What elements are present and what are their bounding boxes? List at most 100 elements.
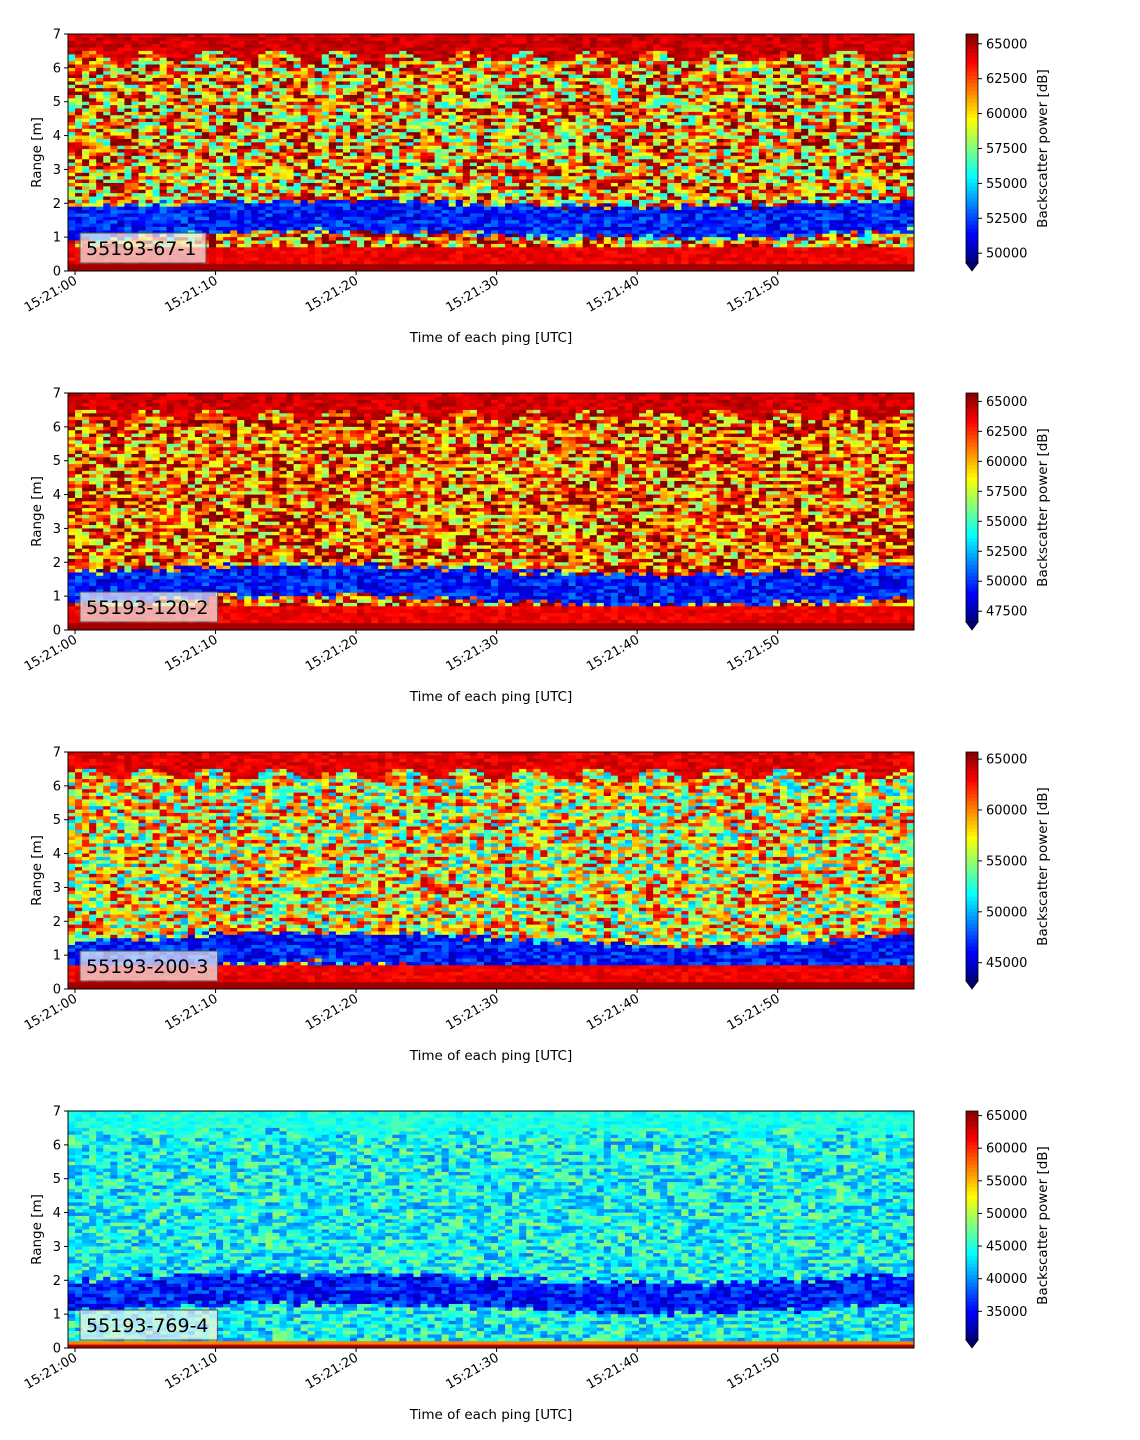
heatmap-cell — [392, 61, 399, 65]
heatmap-cell — [82, 102, 89, 106]
heatmap-cell — [68, 217, 75, 221]
heatmap-cell — [216, 81, 223, 85]
heatmap-cell — [160, 85, 167, 89]
heatmap-cell — [96, 51, 103, 55]
heatmap-cell — [364, 217, 371, 221]
heatmap-cell — [322, 61, 329, 65]
heatmap-cell — [117, 37, 124, 41]
heatmap-cell — [357, 207, 364, 211]
heatmap-cell — [287, 247, 294, 251]
heatmap-cell — [153, 159, 160, 163]
heatmap-cell — [449, 139, 456, 143]
heatmap-cell — [413, 156, 420, 160]
heatmap-cell — [258, 119, 265, 123]
heatmap-cell — [371, 220, 378, 224]
heatmap-cell — [399, 129, 406, 133]
heatmap-cell — [82, 125, 89, 129]
heatmap-cell — [301, 48, 308, 52]
heatmap-cell — [392, 180, 399, 184]
heatmap-cell — [350, 115, 357, 119]
heatmap-cell — [329, 51, 336, 55]
heatmap-cell — [223, 105, 230, 109]
heatmap-cell — [244, 81, 251, 85]
heatmap-cell — [68, 176, 75, 180]
heatmap-cell — [153, 186, 160, 190]
heatmap-cell — [442, 203, 449, 207]
heatmap-cell — [280, 190, 287, 194]
heatmap-cell — [251, 122, 258, 126]
heatmap-cell — [75, 125, 82, 129]
heatmap-cell — [202, 92, 209, 96]
heatmap-cell — [223, 54, 230, 58]
heatmap-cell — [167, 224, 174, 228]
heatmap-cell — [329, 85, 336, 89]
heatmap-cell — [272, 68, 279, 72]
heatmap-cell — [68, 156, 75, 160]
heatmap-cell — [364, 193, 371, 197]
heatmap-cell — [117, 75, 124, 79]
heatmap-cell — [280, 34, 287, 38]
heatmap-cell — [223, 92, 230, 96]
heatmap-cell — [329, 44, 336, 48]
heatmap-cell — [230, 220, 237, 224]
heatmap-cell — [216, 34, 223, 38]
heatmap-cell — [131, 166, 138, 170]
heatmap-cell — [364, 105, 371, 109]
heatmap-cell — [308, 156, 315, 160]
heatmap-cell — [399, 98, 406, 102]
heatmap-cell — [131, 217, 138, 221]
heatmap-cell — [251, 227, 258, 231]
heatmap-cell — [265, 75, 272, 79]
heatmap-cell — [188, 173, 195, 177]
heatmap-cell — [449, 200, 456, 204]
heatmap-cell — [153, 193, 160, 197]
heatmap-cell — [378, 71, 385, 75]
heatmap-cell — [195, 146, 202, 150]
heatmap-cell — [209, 112, 216, 116]
heatmap-cell — [251, 193, 258, 197]
heatmap-cell — [406, 44, 413, 48]
heatmap-cell — [315, 98, 322, 102]
heatmap-cell — [428, 197, 435, 201]
heatmap-cell — [456, 125, 463, 129]
heatmap-cell — [188, 115, 195, 119]
heatmap-cell — [378, 58, 385, 62]
heatmap-cell — [103, 180, 110, 184]
heatmap-cell — [301, 247, 308, 251]
heatmap-cell — [117, 210, 124, 214]
heatmap-cell — [301, 136, 308, 140]
heatmap-cell — [399, 88, 406, 92]
heatmap-cell — [336, 81, 343, 85]
heatmap-cell — [146, 207, 153, 211]
heatmap-cell — [244, 169, 251, 173]
heatmap-cell — [322, 200, 329, 204]
heatmap-cell — [251, 234, 258, 238]
heatmap-cell — [124, 210, 131, 214]
heatmap-cell — [406, 98, 413, 102]
heatmap-cell — [280, 92, 287, 96]
heatmap-cell — [146, 176, 153, 180]
heatmap-cell — [160, 139, 167, 143]
heatmap-cell — [124, 122, 131, 126]
heatmap-cell — [124, 41, 131, 45]
heatmap-cell — [251, 92, 258, 96]
heatmap-cell — [124, 224, 131, 228]
heatmap-cell — [89, 227, 96, 231]
heatmap-cell — [399, 220, 406, 224]
heatmap-cell — [223, 220, 230, 224]
heatmap-cell — [230, 159, 237, 163]
heatmap-cell — [421, 58, 428, 62]
heatmap-cell — [301, 51, 308, 55]
heatmap-cell — [308, 241, 315, 245]
heatmap-cell — [371, 95, 378, 99]
heatmap-cell — [181, 142, 188, 146]
heatmap-cell — [202, 217, 209, 221]
heatmap-cell — [131, 159, 138, 163]
heatmap-cell — [343, 68, 350, 72]
heatmap-cell — [103, 190, 110, 194]
heatmap-cell — [195, 75, 202, 79]
heatmap-cell — [350, 153, 357, 157]
heatmap-cell — [174, 166, 181, 170]
heatmap-cell — [449, 51, 456, 55]
heatmap-cell — [146, 34, 153, 38]
